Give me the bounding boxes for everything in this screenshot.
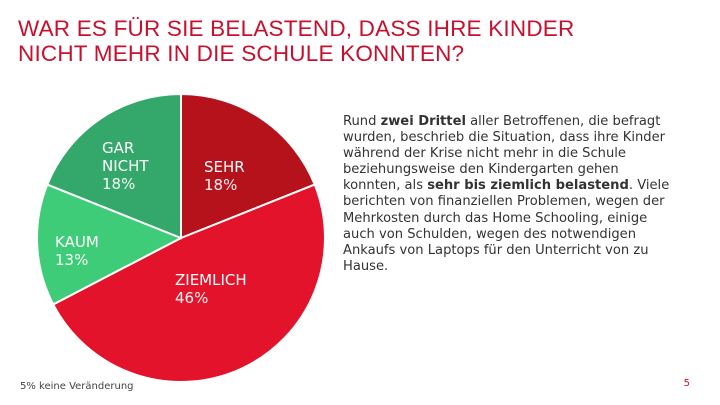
slice-label: ZIEMLICH [175,271,247,289]
body-text: Rund zwei Drittel aller Betroffenen, die… [343,114,678,275]
slice-label: GAR [102,139,134,157]
slice-label: KAUM [55,233,99,251]
body-text-bold-1: zwei Drittel [380,114,466,129]
slice-value-label: 13% [55,251,88,269]
body-text-part-3: . Viele berichten von finanziellen Probl… [343,178,670,274]
body-text-part-2: aller Betroffenen, die befragt wurden, b… [343,114,666,194]
slice-value-label: 18% [102,175,135,193]
pie-slice-sehr [180,92,317,240]
slice-value-label: 46% [175,289,208,307]
page-number: 5 [683,378,690,389]
slice-value-label: 18% [204,176,237,194]
title-line-2: NICHT MEHR IN DIE SCHULE KONNTEN? [18,41,465,66]
pie-slice-kaum [36,183,184,306]
footnote: 5% keine Veränderung [20,381,134,392]
slice-label: SEHR [204,158,245,176]
body-text-bold-2: sehr bis ziemlich belastend [427,178,629,194]
pie-slice-ziemlich [51,183,326,383]
slice-label: NICHT [102,157,149,175]
body-text-part-1: Rund [343,114,381,129]
pie-slice-gar-nicht [45,92,182,240]
title-line-1: WAR ES FÜR SIE BELASTEND, DASS IHRE KIND… [18,16,575,41]
page-title: WAR ES FÜR SIE BELASTEND, DASS IHRE KIND… [18,16,708,66]
